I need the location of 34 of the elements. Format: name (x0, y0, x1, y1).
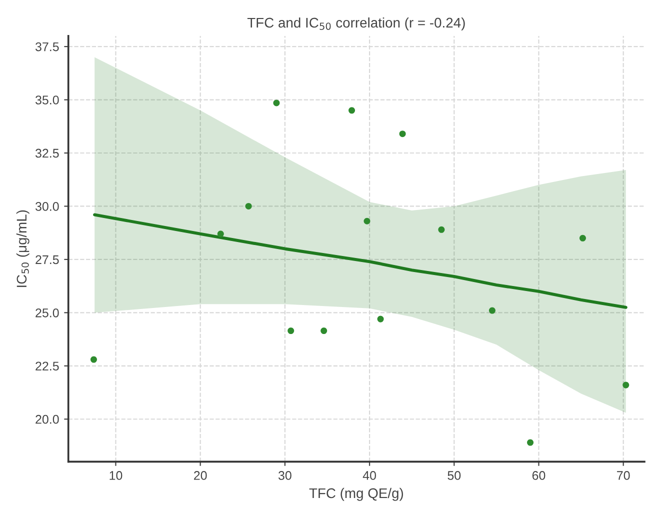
point (377, 316, 384, 322)
point (245, 202, 252, 210)
y-tick-label: 20.0 (36, 414, 59, 424)
y-tick-label: 37.5 (35, 42, 59, 52)
y-tick-label: 22.5 (36, 362, 59, 371)
point (217, 230, 224, 238)
point (438, 226, 445, 233)
point (273, 100, 280, 106)
x-tick-label: 10 (110, 471, 122, 480)
point (488, 307, 496, 314)
point (90, 356, 97, 363)
x-tick-label: 40 (362, 471, 376, 480)
point (527, 439, 534, 446)
point (288, 328, 294, 334)
x-tick-label: 30 (278, 471, 292, 480)
chart-title: TFC and IC$_{50}$ correlation (r = -0.24) (247, 17, 465, 30)
y-tick-label: 32.5 (35, 148, 59, 158)
point (579, 234, 586, 242)
x-tick-label: 60 (532, 471, 546, 480)
y-axis-title: IC$_{50}$ (μg/mL) (16, 210, 30, 287)
point (399, 130, 406, 138)
y-tick-label: 27.5 (36, 255, 59, 264)
y-tick-label: 30.0 (35, 202, 59, 211)
x-axis-title: TFC (mg QE/g) (309, 488, 404, 501)
y-tick-label: 25.0 (36, 308, 59, 318)
y-tick-label: 35.0 (35, 96, 59, 104)
point (348, 107, 356, 114)
x-tick-label: 70 (617, 471, 630, 480)
x-tick-label: 20 (194, 471, 207, 480)
point (320, 328, 328, 334)
point (622, 382, 630, 388)
x-tick-label: 50 (448, 471, 461, 480)
line-series (93, 213, 628, 309)
point (364, 218, 370, 224)
